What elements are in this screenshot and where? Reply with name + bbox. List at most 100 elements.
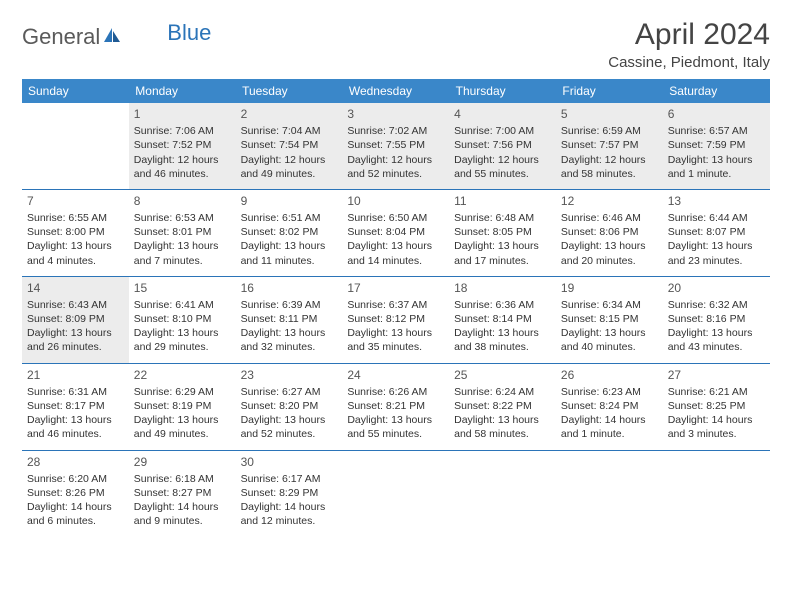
brand-logo: General Blue	[22, 18, 211, 50]
day-number: 24	[347, 367, 444, 383]
day-number: 19	[561, 280, 658, 296]
calendar-day-cell	[22, 103, 129, 189]
calendar-day-cell: 6Sunrise: 6:57 AMSunset: 7:59 PMDaylight…	[663, 103, 770, 189]
daylight-text: Daylight: 13 hours	[347, 326, 444, 340]
day-number: 18	[454, 280, 551, 296]
sunrise-text: Sunrise: 6:29 AM	[134, 385, 231, 399]
calendar-day-cell: 8Sunrise: 6:53 AMSunset: 8:01 PMDaylight…	[129, 189, 236, 276]
weekday-header: Thursday	[449, 79, 556, 103]
sunrise-text: Sunrise: 6:27 AM	[241, 385, 338, 399]
daylight-text: Daylight: 13 hours	[454, 239, 551, 253]
daylight-text: and 26 minutes.	[27, 340, 124, 354]
calendar-day-cell: 23Sunrise: 6:27 AMSunset: 8:20 PMDayligh…	[236, 363, 343, 450]
day-number: 9	[241, 193, 338, 209]
day-number: 8	[134, 193, 231, 209]
day-number: 2	[241, 106, 338, 122]
sunset-text: Sunset: 7:54 PM	[241, 138, 338, 152]
sunset-text: Sunset: 8:22 PM	[454, 399, 551, 413]
calendar-day-cell: 26Sunrise: 6:23 AMSunset: 8:24 PMDayligh…	[556, 363, 663, 450]
weekday-header: Tuesday	[236, 79, 343, 103]
sunrise-text: Sunrise: 6:34 AM	[561, 298, 658, 312]
weekday-header: Friday	[556, 79, 663, 103]
sunset-text: Sunset: 8:10 PM	[134, 312, 231, 326]
day-number: 23	[241, 367, 338, 383]
daylight-text: Daylight: 13 hours	[241, 326, 338, 340]
day-number: 30	[241, 454, 338, 470]
daylight-text: Daylight: 13 hours	[27, 326, 124, 340]
daylight-text: Daylight: 14 hours	[241, 500, 338, 514]
sunset-text: Sunset: 8:00 PM	[27, 225, 124, 239]
weekday-header-row: Sunday Monday Tuesday Wednesday Thursday…	[22, 79, 770, 103]
sunrise-text: Sunrise: 6:50 AM	[347, 211, 444, 225]
daylight-text: and 49 minutes.	[241, 167, 338, 181]
calendar-day-cell: 12Sunrise: 6:46 AMSunset: 8:06 PMDayligh…	[556, 189, 663, 276]
calendar-day-cell: 19 Sunrise: 6:34 AMSunset: 8:15 PMDayligh…	[556, 276, 663, 363]
calendar-day-cell	[556, 450, 663, 536]
sunrise-text: Sunrise: 7:06 AM	[134, 124, 231, 138]
calendar-day-cell	[449, 450, 556, 536]
daylight-text: and 1 minute.	[561, 427, 658, 441]
day-number: 20	[668, 280, 765, 296]
calendar-day-cell: 20Sunrise: 6:32 AMSunset: 8:16 PMDayligh…	[663, 276, 770, 363]
sunrise-text: Sunrise: 6:20 AM	[27, 472, 124, 486]
calendar-day-cell: 9Sunrise: 6:51 AMSunset: 8:02 PMDaylight…	[236, 189, 343, 276]
day-number: 12	[561, 193, 658, 209]
calendar-body: 1Sunrise: 7:06 AMSunset: 7:52 PMDaylight…	[22, 103, 770, 536]
sunset-text: Sunset: 8:04 PM	[347, 225, 444, 239]
sunset-text: Sunset: 8:15 PM	[561, 312, 658, 326]
calendar-day-cell: 5Sunrise: 6:59 AMSunset: 7:57 PMDaylight…	[556, 103, 663, 189]
daylight-text: and 40 minutes.	[561, 340, 658, 354]
daylight-text: and 9 minutes.	[134, 514, 231, 528]
calendar-day-cell: 2 Sunrise: 7:04 AMSunset: 7:54 PMDaylight…	[236, 103, 343, 189]
sunset-text: Sunset: 8:27 PM	[134, 486, 231, 500]
day-number: 17	[347, 280, 444, 296]
day-number: 1	[134, 106, 231, 122]
sunrise-text: Sunrise: 6:39 AM	[241, 298, 338, 312]
sunset-text: Sunset: 8:21 PM	[347, 399, 444, 413]
daylight-text: and 4 minutes.	[27, 254, 124, 268]
calendar-day-cell: 27Sunrise: 6:21 AMSunset: 8:25 PMDayligh…	[663, 363, 770, 450]
daylight-text: Daylight: 13 hours	[27, 239, 124, 253]
daylight-text: Daylight: 13 hours	[561, 326, 658, 340]
daylight-text: Daylight: 13 hours	[668, 153, 765, 167]
daylight-text: Daylight: 13 hours	[134, 326, 231, 340]
sunset-text: Sunset: 7:57 PM	[561, 138, 658, 152]
day-number: 25	[454, 367, 551, 383]
calendar-day-cell: 21Sunrise: 6:31 AMSunset: 8:17 PMDayligh…	[22, 363, 129, 450]
daylight-text: Daylight: 13 hours	[241, 239, 338, 253]
calendar-day-cell: 18Sunrise: 6:36 AMSunset: 8:14 PMDayligh…	[449, 276, 556, 363]
calendar-week-row: 1Sunrise: 7:06 AMSunset: 7:52 PMDaylight…	[22, 103, 770, 189]
daylight-text: Daylight: 14 hours	[561, 413, 658, 427]
daylight-text: Daylight: 13 hours	[134, 239, 231, 253]
sunrise-text: Sunrise: 6:41 AM	[134, 298, 231, 312]
calendar-day-cell: 3Sunrise: 7:02 AMSunset: 7:55 PMDaylight…	[342, 103, 449, 189]
daylight-text: Daylight: 12 hours	[454, 153, 551, 167]
calendar-day-cell: 22Sunrise: 6:29 AMSunset: 8:19 PMDayligh…	[129, 363, 236, 450]
sunrise-text: Sunrise: 6:51 AM	[241, 211, 338, 225]
calendar-week-row: 14Sunrise: 6:43 AMSunset: 8:09 PMDayligh…	[22, 276, 770, 363]
sunset-text: Sunset: 8:24 PM	[561, 399, 658, 413]
daylight-text: and 20 minutes.	[561, 254, 658, 268]
daylight-text: Daylight: 12 hours	[241, 153, 338, 167]
calendar-day-cell: 7Sunrise: 6:55 AMSunset: 8:00 PMDaylight…	[22, 189, 129, 276]
sunset-text: Sunset: 8:19 PM	[134, 399, 231, 413]
sunset-text: Sunset: 7:59 PM	[668, 138, 765, 152]
calendar-week-row: 7Sunrise: 6:55 AMSunset: 8:00 PMDaylight…	[22, 189, 770, 276]
calendar-day-cell: 4Sunrise: 7:00 AMSunset: 7:56 PMDaylight…	[449, 103, 556, 189]
calendar-day-cell: 16Sunrise: 6:39 AMSunset: 8:11 PMDayligh…	[236, 276, 343, 363]
weekday-header: Sunday	[22, 79, 129, 103]
daylight-text: and 12 minutes.	[241, 514, 338, 528]
sunrise-text: Sunrise: 7:04 AM	[241, 124, 338, 138]
daylight-text: and 58 minutes.	[561, 167, 658, 181]
daylight-text: Daylight: 13 hours	[668, 326, 765, 340]
daylight-text: and 29 minutes.	[134, 340, 231, 354]
daylight-text: and 6 minutes.	[27, 514, 124, 528]
daylight-text: and 23 minutes.	[668, 254, 765, 268]
sunset-text: Sunset: 8:06 PM	[561, 225, 658, 239]
title-block: April 2024 Cassine, Piedmont, Italy	[608, 18, 770, 71]
daylight-text: Daylight: 13 hours	[561, 239, 658, 253]
location: Cassine, Piedmont, Italy	[608, 54, 770, 71]
daylight-text: Daylight: 12 hours	[561, 153, 658, 167]
daylight-text: and 52 minutes.	[347, 167, 444, 181]
sunset-text: Sunset: 8:16 PM	[668, 312, 765, 326]
